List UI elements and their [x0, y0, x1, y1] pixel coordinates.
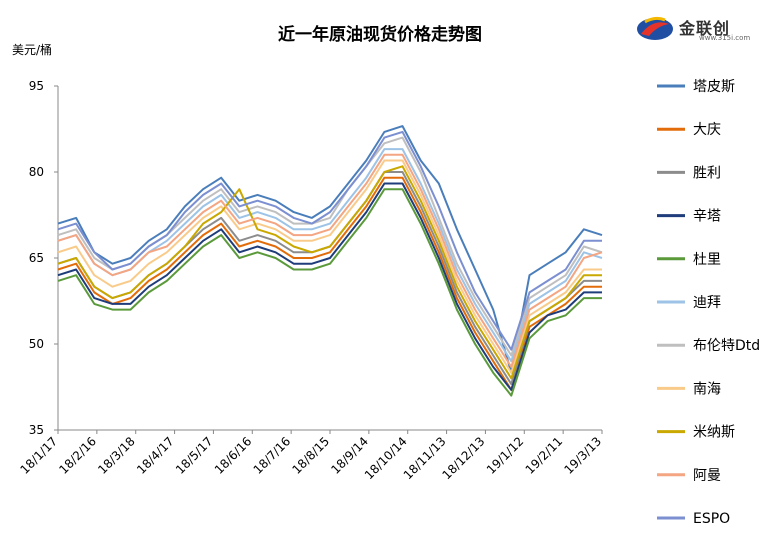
y-tick-label: 50: [29, 337, 44, 351]
x-axis-ticks: 18/1/1718/2/1618/3/1818/4/1718/5/1718/6/…: [18, 430, 605, 482]
legend-label: 南海: [693, 381, 721, 397]
legend-label: 阿曼: [693, 468, 721, 484]
x-tick-label: 18/12/13: [440, 434, 488, 482]
x-tick-label: 18/8/15: [290, 434, 333, 477]
legend-label: 布伦特Dtd: [693, 338, 760, 354]
legend-label: 辛塔: [693, 209, 721, 225]
x-tick-label: 19/1/12: [484, 434, 527, 477]
x-tick-label: 18/2/16: [56, 434, 99, 477]
y-tick-label: 95: [29, 79, 44, 93]
legend-label: 胜利: [693, 165, 721, 181]
x-tick-label: 18/1/17: [18, 434, 61, 477]
legend-label: ESPO: [693, 511, 730, 527]
legend-label: 大庆: [693, 122, 721, 138]
logo-icon: [637, 16, 673, 40]
y-tick-label: 35: [29, 423, 44, 437]
brand-logo: 金联创 www.315i.com: [635, 12, 775, 48]
x-tick-label: 18/7/16: [251, 434, 294, 477]
series-line: [57, 159, 602, 374]
logo-text: 金联创: [679, 19, 731, 38]
y-unit-label: 美元/桶: [12, 42, 52, 57]
y-axis-ticks: 35 50 65 80 95: [29, 79, 58, 437]
y-tick-label: 80: [29, 165, 44, 179]
legend-label: 杜里: [693, 252, 721, 268]
x-tick-label: 18/5/17: [173, 434, 216, 477]
logo-subtext: www.315i.com: [699, 34, 751, 42]
chart-title: 近一年原油现货价格走势图: [278, 24, 482, 45]
x-tick-label: 18/6/16: [212, 434, 255, 477]
y-tick-label: 65: [29, 251, 44, 265]
legend-label: 迪拜: [693, 295, 721, 311]
legend-label: 塔皮斯: [693, 79, 735, 95]
x-tick-label: 19/3/13: [562, 434, 605, 477]
series-line: [57, 165, 602, 380]
x-tick-label: 19/2/11: [523, 434, 566, 477]
series-line: [57, 182, 602, 391]
x-tick-label: 18/3/18: [95, 434, 138, 477]
series-line: [57, 188, 602, 397]
x-tick-label: 18/4/17: [134, 434, 177, 477]
series-line: [57, 153, 603, 368]
legend-label: 米纳斯: [693, 425, 735, 441]
series-lines: [57, 125, 603, 397]
series-line: [57, 130, 602, 351]
